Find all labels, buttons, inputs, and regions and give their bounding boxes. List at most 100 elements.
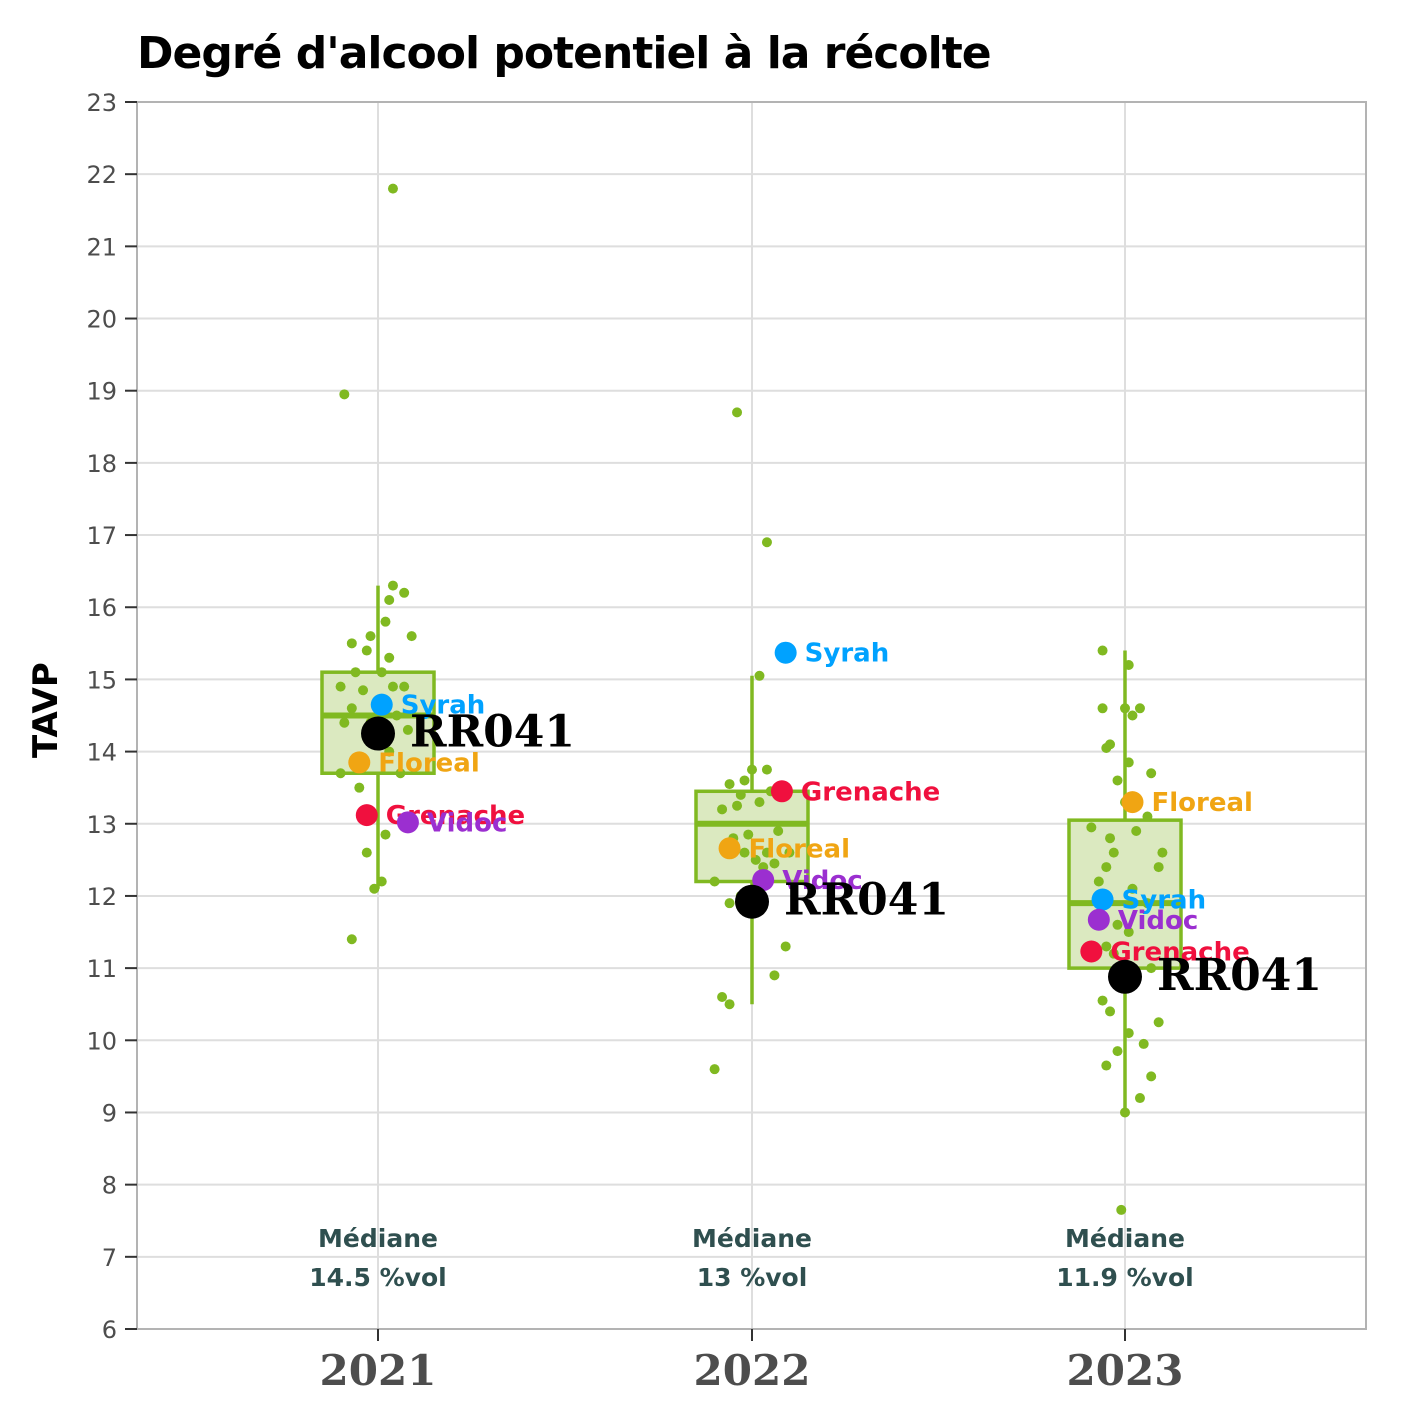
jitter-point bbox=[406, 631, 417, 642]
jitter-point bbox=[395, 768, 406, 779]
jitter-point bbox=[1120, 703, 1130, 714]
jitter-point bbox=[346, 638, 357, 649]
jitter-point bbox=[1105, 1006, 1116, 1017]
jitter-point bbox=[346, 934, 357, 945]
y-tick-label: 21 bbox=[86, 233, 117, 261]
jitter-point bbox=[1123, 659, 1134, 670]
jitter-point bbox=[387, 580, 398, 591]
jitter-point bbox=[1153, 862, 1164, 873]
jitter-point bbox=[1134, 703, 1145, 714]
y-tick-label: 20 bbox=[86, 306, 117, 334]
y-tick-label: 8 bbox=[102, 1172, 117, 1200]
point-Grenache bbox=[770, 780, 793, 803]
y-tick-label: 6 bbox=[102, 1316, 117, 1344]
jitter-point bbox=[365, 631, 376, 642]
label-RR041: RR041 bbox=[1157, 950, 1322, 1001]
point-Vidoc bbox=[1087, 908, 1110, 931]
jitter-point bbox=[1097, 703, 1108, 714]
jitter-point bbox=[761, 847, 772, 858]
jitter-point bbox=[1146, 1071, 1157, 1082]
jitter-point bbox=[724, 999, 735, 1010]
point-RR041 bbox=[361, 716, 395, 751]
label-RR041: RR041 bbox=[410, 707, 575, 758]
chart-title: Degré d'alcool potentiel à la récolte bbox=[137, 28, 992, 79]
point-Floreal bbox=[348, 751, 371, 774]
jitter-point bbox=[361, 847, 372, 858]
label-Grenache: Grenache bbox=[801, 777, 940, 807]
label-Vidoc: Vidoc bbox=[782, 866, 862, 896]
jitter-point bbox=[1097, 995, 1108, 1006]
jitter-point bbox=[754, 797, 765, 808]
jitter-point bbox=[784, 847, 795, 858]
jitter-point bbox=[761, 764, 772, 775]
y-tick-label: 12 bbox=[86, 883, 117, 911]
jitter-point bbox=[1123, 927, 1134, 938]
jitter-point bbox=[339, 389, 350, 400]
jitter-point bbox=[709, 876, 720, 887]
jitter-point bbox=[1112, 919, 1123, 930]
label-Vidoc: Vidoc bbox=[1118, 906, 1198, 936]
jitter-point bbox=[1127, 710, 1138, 721]
jitter-point bbox=[1116, 1204, 1127, 1215]
jitter-point bbox=[354, 782, 365, 793]
jitter-group bbox=[335, 183, 1168, 1215]
point-RR041 bbox=[1108, 959, 1142, 994]
point-Floreal bbox=[718, 837, 741, 860]
y-tick-label: 13 bbox=[86, 811, 117, 839]
point-Syrah bbox=[774, 641, 797, 664]
jitter-point bbox=[1131, 825, 1142, 836]
y-tick-label: 7 bbox=[102, 1244, 117, 1272]
jitter-point bbox=[335, 768, 346, 779]
label-Vidoc: Vidoc bbox=[427, 808, 507, 838]
x-tick-label: 2022 bbox=[694, 1346, 811, 1395]
point-Syrah bbox=[370, 693, 393, 716]
jitter-point bbox=[1120, 1107, 1130, 1118]
jitter-point bbox=[717, 991, 728, 1002]
jitter-point bbox=[376, 667, 387, 678]
jitter-point bbox=[1101, 1060, 1112, 1071]
y-tick-label: 16 bbox=[86, 594, 117, 622]
jitter-point bbox=[380, 616, 391, 627]
jitter-point bbox=[761, 537, 772, 548]
jitter-point bbox=[1142, 898, 1153, 909]
jitter-point bbox=[1112, 775, 1123, 786]
y-tick-label: 9 bbox=[102, 1099, 117, 1127]
jitter-point bbox=[754, 670, 765, 681]
jitter-point bbox=[1142, 811, 1153, 822]
label-Floreal: Floreal bbox=[378, 748, 479, 778]
jitter-point bbox=[1101, 862, 1112, 873]
y-tick-label: 17 bbox=[86, 522, 117, 550]
jitter-point bbox=[358, 685, 369, 696]
jitter-point bbox=[747, 764, 757, 775]
jitter-point bbox=[380, 829, 391, 840]
jitter-point bbox=[346, 703, 357, 714]
jitter-point bbox=[732, 407, 743, 418]
point-Vidoc bbox=[752, 869, 775, 892]
jitter-point bbox=[387, 681, 398, 692]
jitter-point bbox=[724, 779, 735, 790]
jitter-point bbox=[1105, 833, 1116, 844]
y-tick-label: 23 bbox=[86, 89, 117, 117]
jitter-point bbox=[739, 775, 750, 786]
jitter-point bbox=[1138, 1038, 1149, 1049]
point-Syrah bbox=[1091, 888, 1114, 911]
jitter-point bbox=[391, 710, 402, 721]
median-annotation-title: Médiane bbox=[692, 1224, 812, 1253]
median-annotation-group: Médiane 14.5 %vol Médiane 13 %vol Médiane 11.… bbox=[309, 1224, 1193, 1292]
y-tick-label: 22 bbox=[86, 161, 117, 189]
jitter-point bbox=[709, 1064, 720, 1075]
y-tick-label: 19 bbox=[86, 378, 117, 406]
jitter-point bbox=[732, 800, 743, 811]
jitter-point bbox=[350, 667, 361, 678]
point-Grenache bbox=[1080, 940, 1103, 963]
jitter-point bbox=[335, 681, 346, 692]
jitter-point bbox=[1146, 768, 1157, 779]
jitter-point bbox=[1097, 645, 1108, 656]
jitter-point bbox=[735, 789, 746, 800]
jitter-point bbox=[1093, 876, 1104, 887]
jitter-point bbox=[773, 825, 784, 836]
jitter-point bbox=[361, 645, 372, 656]
jitter-point bbox=[780, 941, 791, 952]
